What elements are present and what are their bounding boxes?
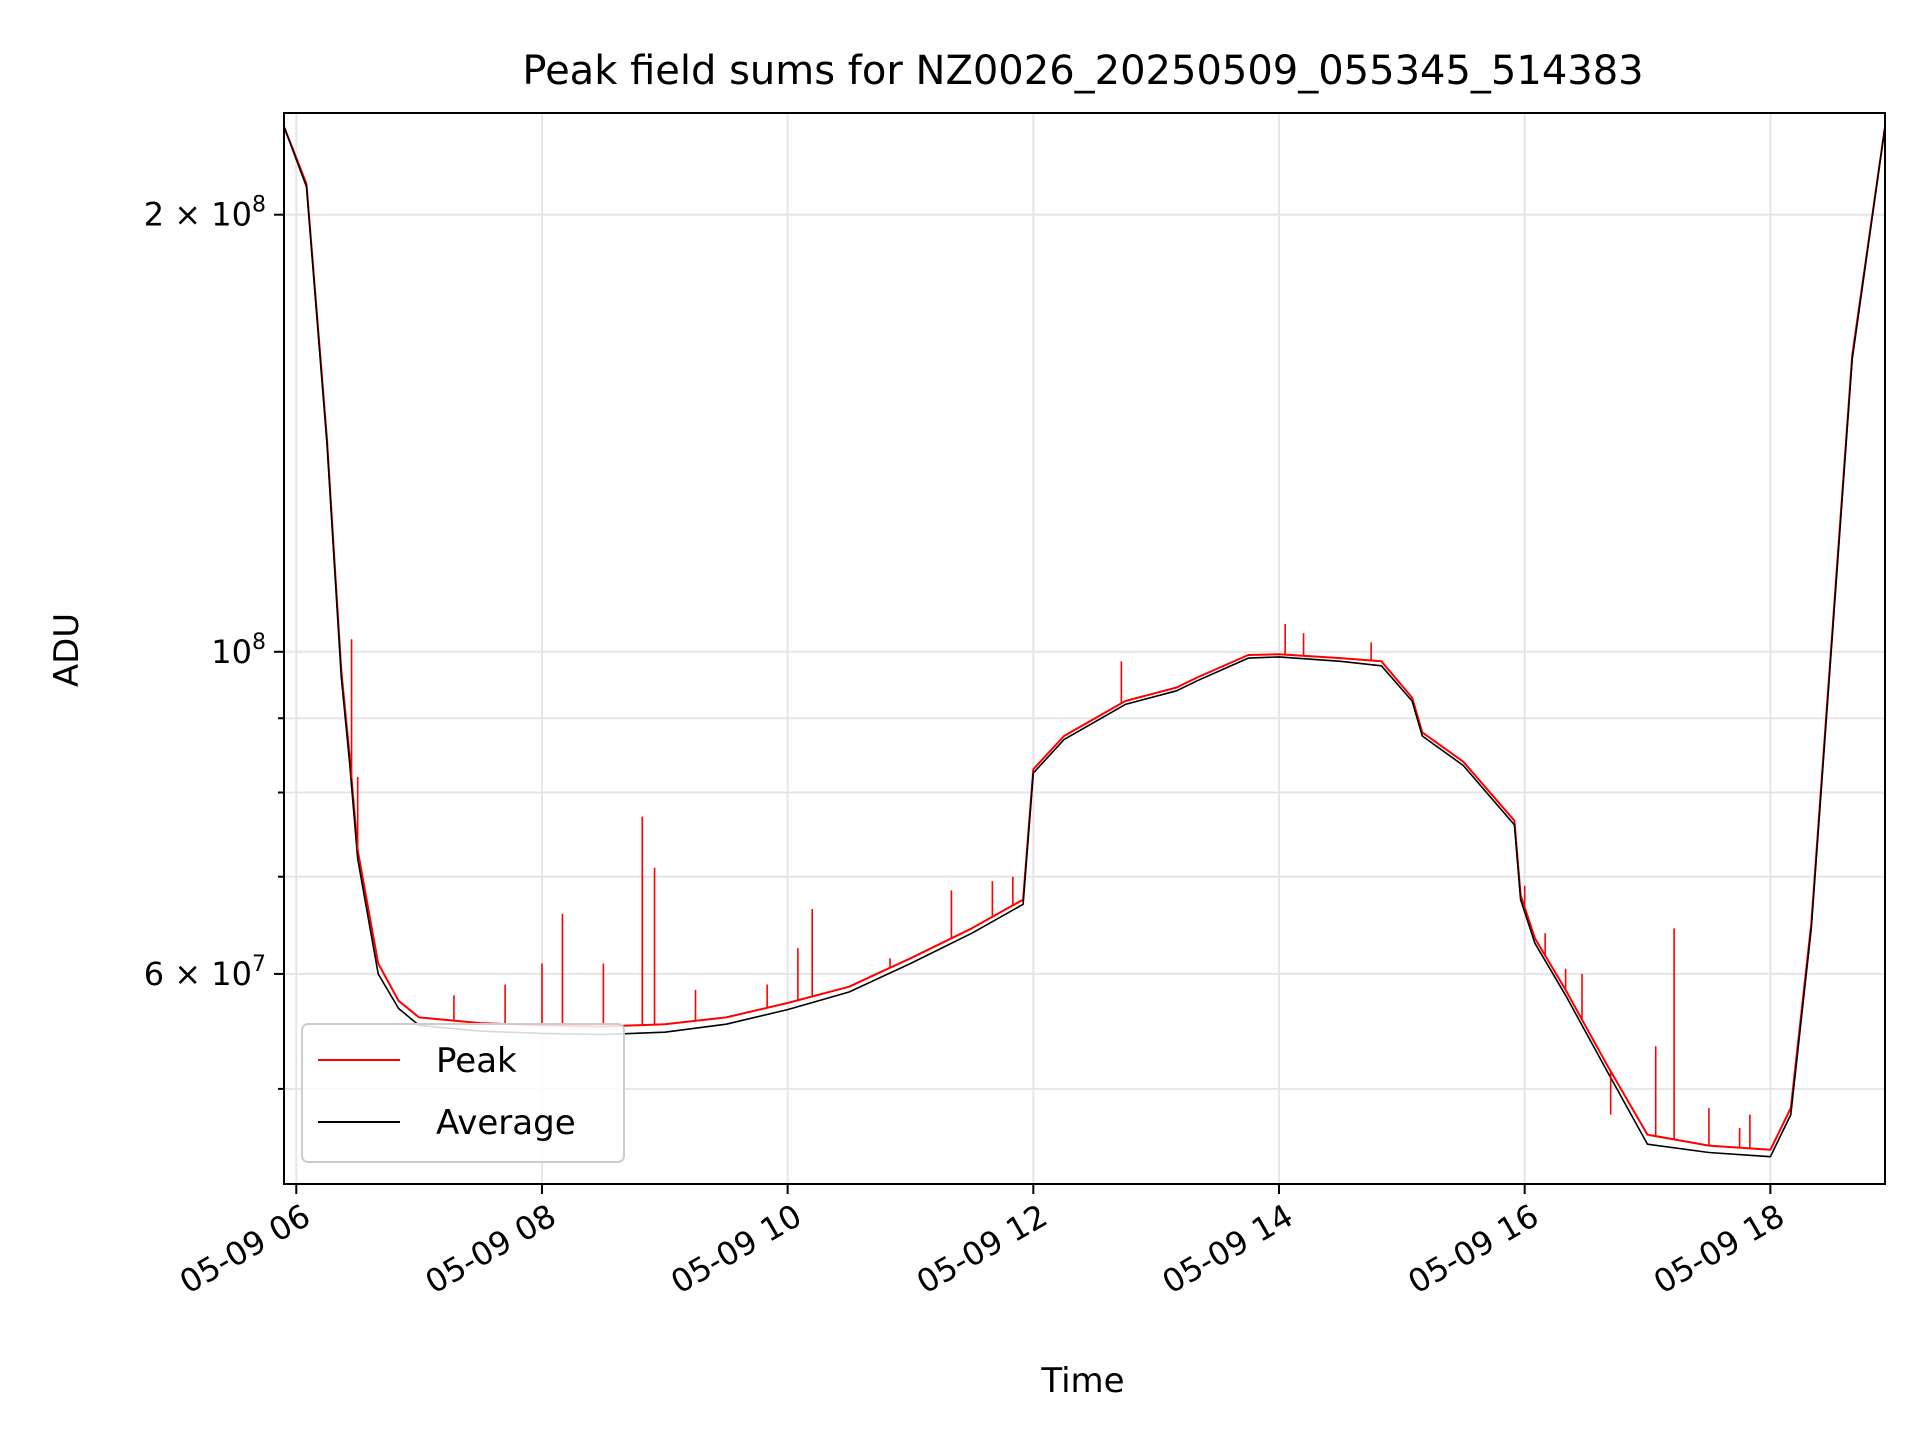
legend-box <box>301 1023 625 1163</box>
y-axis-label: ADU <box>47 613 87 687</box>
series-layer <box>283 126 1886 1158</box>
chart-title: Peak field sums for NZ0026_20250509_0553… <box>522 48 1643 94</box>
y-tick-label: 6 × 107 <box>144 952 266 993</box>
plot-frame <box>283 112 1886 1185</box>
y-tick-label: 108 <box>211 630 266 671</box>
y-tick-label: 2 × 108 <box>144 193 266 234</box>
x-axis-label: Time <box>1040 1361 1124 1401</box>
legend-average-label: Average <box>436 1103 576 1143</box>
legend: Peak Average <box>301 1023 625 1163</box>
series-line-peak <box>283 126 1886 1151</box>
series-line-average <box>283 126 1886 1158</box>
legend-peak-label: Peak <box>436 1041 517 1081</box>
